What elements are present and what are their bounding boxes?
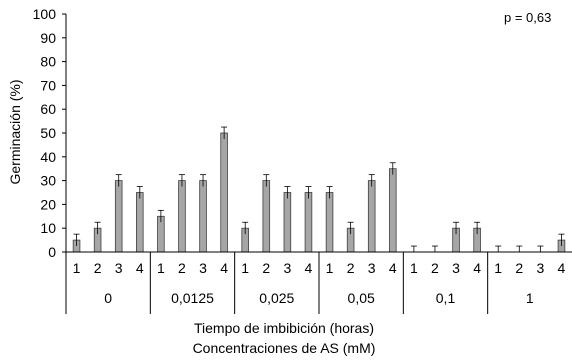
bar (283, 192, 292, 253)
bar (325, 192, 334, 253)
bar (220, 132, 228, 253)
y-tick-label: 40 (40, 149, 56, 165)
x-category-label: 4 (305, 260, 313, 276)
y-tick-label: 10 (40, 220, 56, 236)
y-tick-label: 60 (40, 101, 56, 117)
x-category-label: 3 (452, 260, 460, 276)
x-group-label: 0,1 (436, 290, 456, 306)
x-group-label: 0 (104, 290, 112, 306)
bar (178, 180, 186, 253)
x-category-label: 2 (347, 260, 355, 276)
x-category-label: 3 (115, 260, 123, 276)
x-group-label: 0,0125 (171, 290, 214, 306)
x-category-label: 3 (536, 260, 544, 276)
y-tick-label: 100 (33, 6, 57, 22)
bar (199, 180, 207, 253)
x-category-label: 1 (73, 260, 81, 276)
x-category-label: 1 (326, 260, 334, 276)
x-category-label: 4 (220, 260, 228, 276)
y-tick-label: 20 (40, 196, 56, 212)
x-category-label: 1 (410, 260, 418, 276)
x-group-label: 1 (526, 290, 534, 306)
bars (72, 126, 566, 253)
y-tick-label: 90 (40, 30, 56, 46)
x-category-label: 3 (199, 260, 207, 276)
bar (367, 180, 376, 253)
x-category-label: 2 (178, 260, 186, 276)
x-category-label: 3 (283, 260, 291, 276)
y-tick-label: 70 (40, 77, 56, 93)
p-value-annotation: p = 0,63 (504, 10, 551, 25)
bar (304, 192, 313, 253)
x-category-label: 4 (558, 260, 566, 276)
x-category-label: 2 (515, 260, 523, 276)
y-tick-label: 0 (48, 244, 56, 260)
y-axis: 0 10 20 30 40 50 60 70 80 90 100 (33, 6, 67, 260)
x-category-label: 4 (136, 260, 144, 276)
y-tick-label: 80 (40, 54, 56, 70)
bar (114, 180, 123, 253)
x-category-label: 4 (473, 260, 481, 276)
bar (389, 168, 397, 253)
x-category-label: 2 (262, 260, 270, 276)
x-category-label: 3 (368, 260, 376, 276)
bar (136, 192, 144, 253)
x-category-label: 1 (494, 260, 502, 276)
y-tick-label: 50 (40, 125, 56, 141)
y-axis-title: Germinación (%) (7, 79, 23, 184)
y-tick-label: 30 (40, 173, 56, 189)
x-category-label: 2 (431, 260, 439, 276)
x-category-label: 2 (94, 260, 102, 276)
x-category-label: 1 (241, 260, 249, 276)
bar (262, 180, 271, 253)
x-group-label: 0,05 (348, 290, 375, 306)
x-category-label: 4 (389, 260, 397, 276)
x-category-label: 1 (157, 260, 165, 276)
x-group-label: 0,025 (259, 290, 294, 306)
x-axis-subtitle: Concentraciones de AS (mM) (193, 340, 376, 356)
x-axis-title: Tiempo de imbibición (horas) (194, 320, 374, 336)
